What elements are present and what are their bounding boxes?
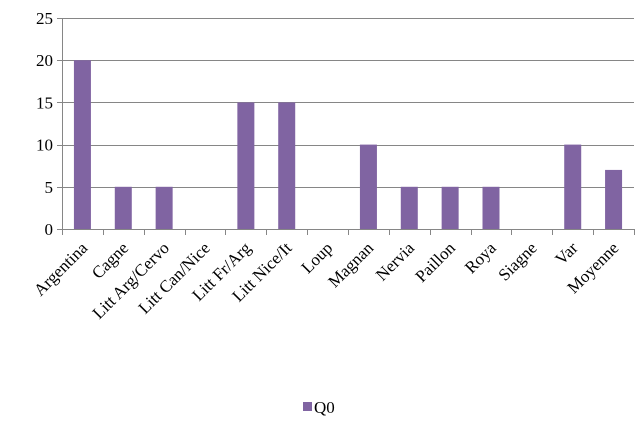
bar-argentina <box>73 60 91 230</box>
legend: Q0 <box>303 398 335 417</box>
bar-magnan <box>359 144 377 229</box>
legend-label-q0: Q0 <box>314 398 335 417</box>
x-tick-label: Var <box>551 238 581 268</box>
bar-var <box>564 144 582 229</box>
x-tick-label: Argentina <box>30 238 92 300</box>
y-tick-label: 15 <box>36 93 53 112</box>
x-tick-label: Paillon <box>411 238 459 286</box>
y-tick-label: 10 <box>36 136 53 155</box>
bar-litt-fr-arg <box>237 102 255 229</box>
y-tick-label: 20 <box>36 51 53 70</box>
gridlines <box>62 18 634 188</box>
bar-roya <box>482 186 500 229</box>
bar-moyenne <box>605 169 623 229</box>
y-axis-tick-labels: 0 5 10 15 20 25 <box>36 9 62 239</box>
bar-paillon <box>441 186 459 229</box>
y-tick-label: 0 <box>45 220 54 239</box>
legend-swatch-q0 <box>303 402 312 411</box>
y-tick-label: 5 <box>45 178 54 197</box>
bar-cagne <box>114 186 132 229</box>
bar-nervia <box>400 186 418 229</box>
y-tick-label: 25 <box>36 9 53 28</box>
x-tick-label: Nervia <box>372 238 418 284</box>
bars <box>73 60 623 230</box>
x-tick-label: Magnan <box>324 238 377 291</box>
x-axis-tick-marks <box>62 229 635 235</box>
bar-litt-nice-it <box>278 102 296 229</box>
x-tick-label: Siagne <box>495 238 541 284</box>
bar-litt-arg-cervo <box>155 186 173 229</box>
